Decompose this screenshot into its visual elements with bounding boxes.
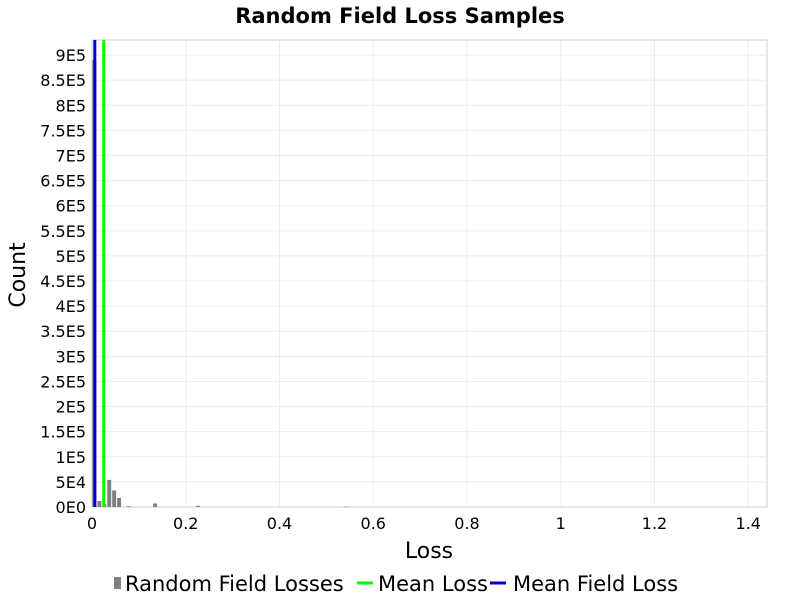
x-tick-label: 0 <box>87 514 97 533</box>
y-tick-label: 0E0 <box>56 498 86 517</box>
x-tick-label: 0.6 <box>361 514 386 533</box>
mean-lines <box>93 40 106 507</box>
grid-lines <box>92 40 767 507</box>
y-tick-label: 6.5E5 <box>40 172 86 191</box>
histogram-bar <box>126 506 131 507</box>
y-tick-label: 4E5 <box>56 297 86 316</box>
y-tick-label: 3.5E5 <box>40 322 86 341</box>
plot-background <box>91 39 768 508</box>
x-axis-ticks: 0 0.2 0.4 0.6 0.8 1 1.2 1.4 <box>87 514 761 533</box>
random-field-losses-legend-swatch <box>114 577 121 589</box>
x-axis-label: Loss <box>405 539 453 564</box>
legend: Random Field Losses Mean Loss Mean Field L… <box>114 572 678 596</box>
x-tick-label: 0.8 <box>454 514 479 533</box>
histogram-bar <box>112 490 117 507</box>
y-tick-label: 7.5E5 <box>40 121 86 140</box>
x-tick-label: 1.4 <box>736 514 761 533</box>
y-tick-label: 2E5 <box>56 398 86 417</box>
histogram-bar <box>153 503 158 507</box>
mean-field-loss-legend-label: Mean Field Loss <box>513 572 678 596</box>
y-tick-label: 5E5 <box>56 247 86 266</box>
y-tick-label: 5E4 <box>56 473 86 492</box>
histogram-bar <box>107 479 112 507</box>
y-tick-label: 1.5E5 <box>40 423 86 442</box>
mean-loss-legend-label: Mean Loss <box>378 572 488 596</box>
x-tick-label: 1 <box>556 514 566 533</box>
histogram-bar <box>195 505 200 507</box>
chart-title: Random Field Loss Samples <box>235 4 565 28</box>
y-tick-label: 8E5 <box>56 96 86 115</box>
y-tick-label: 3E5 <box>56 347 86 366</box>
y-tick-label: 1E5 <box>56 448 86 467</box>
y-tick-label: 2.5E5 <box>40 372 86 391</box>
x-tick-label: 1.2 <box>642 514 667 533</box>
y-tick-label: 8.5E5 <box>40 71 86 90</box>
histogram-bar <box>97 500 102 507</box>
x-tick-label: 0.4 <box>267 514 292 533</box>
x-tick-label: 0.2 <box>173 514 198 533</box>
y-tick-label: 5.5E5 <box>40 222 86 241</box>
y-tick-label: 7E5 <box>56 146 86 165</box>
random-field-losses-legend-label: Random Field Losses <box>125 572 344 596</box>
y-tick-label: 4.5E5 <box>40 272 86 291</box>
y-axis-label: Count <box>6 242 31 308</box>
y-tick-label: 9E5 <box>56 46 86 65</box>
y-tick-label: 6E5 <box>56 197 86 216</box>
histogram-bar <box>117 497 122 507</box>
y-axis-ticks: 0E0 5E4 1E5 1.5E5 2E5 2.5E5 3E5 3.5E5 4E5 4.5E5 5E… <box>40 46 86 517</box>
histogram-bar <box>343 506 348 508</box>
